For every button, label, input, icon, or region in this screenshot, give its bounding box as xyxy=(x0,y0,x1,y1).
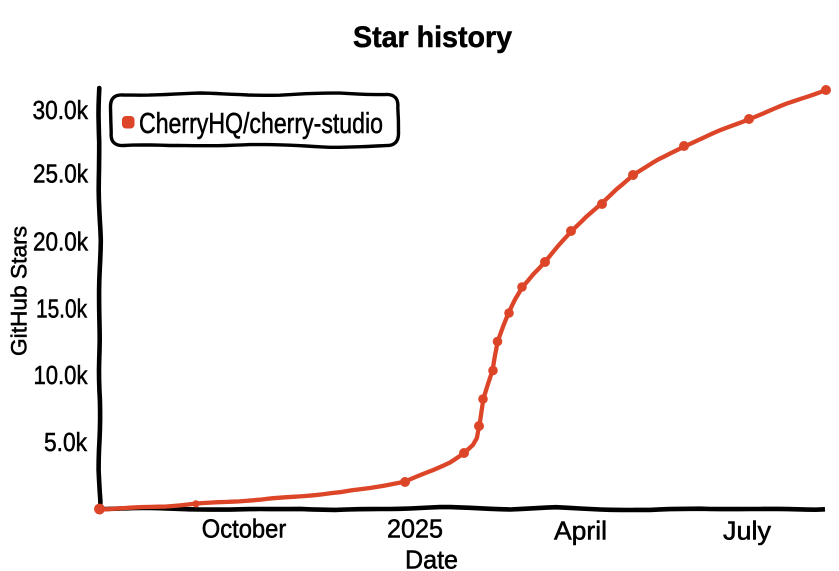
svg-text:2025: 2025 xyxy=(387,514,443,544)
svg-text:April: April xyxy=(554,516,607,546)
svg-text:CherryHQ/cherry-studio: CherryHQ/cherry-studio xyxy=(139,108,383,140)
svg-text:October: October xyxy=(202,514,287,544)
svg-text:15.0k: 15.0k xyxy=(36,294,88,324)
svg-text:5.0k: 5.0k xyxy=(44,427,88,457)
svg-text:30.0k: 30.0k xyxy=(33,95,89,125)
svg-text:25.0k: 25.0k xyxy=(33,159,89,189)
svg-text:July: July xyxy=(723,516,771,546)
svg-text:Star history: Star history xyxy=(353,21,512,54)
svg-text:20.0k: 20.0k xyxy=(33,227,89,257)
svg-text:Date: Date xyxy=(405,545,458,571)
svg-text:10.0k: 10.0k xyxy=(34,360,89,390)
svg-text:GitHub Stars: GitHub Stars xyxy=(7,226,32,356)
